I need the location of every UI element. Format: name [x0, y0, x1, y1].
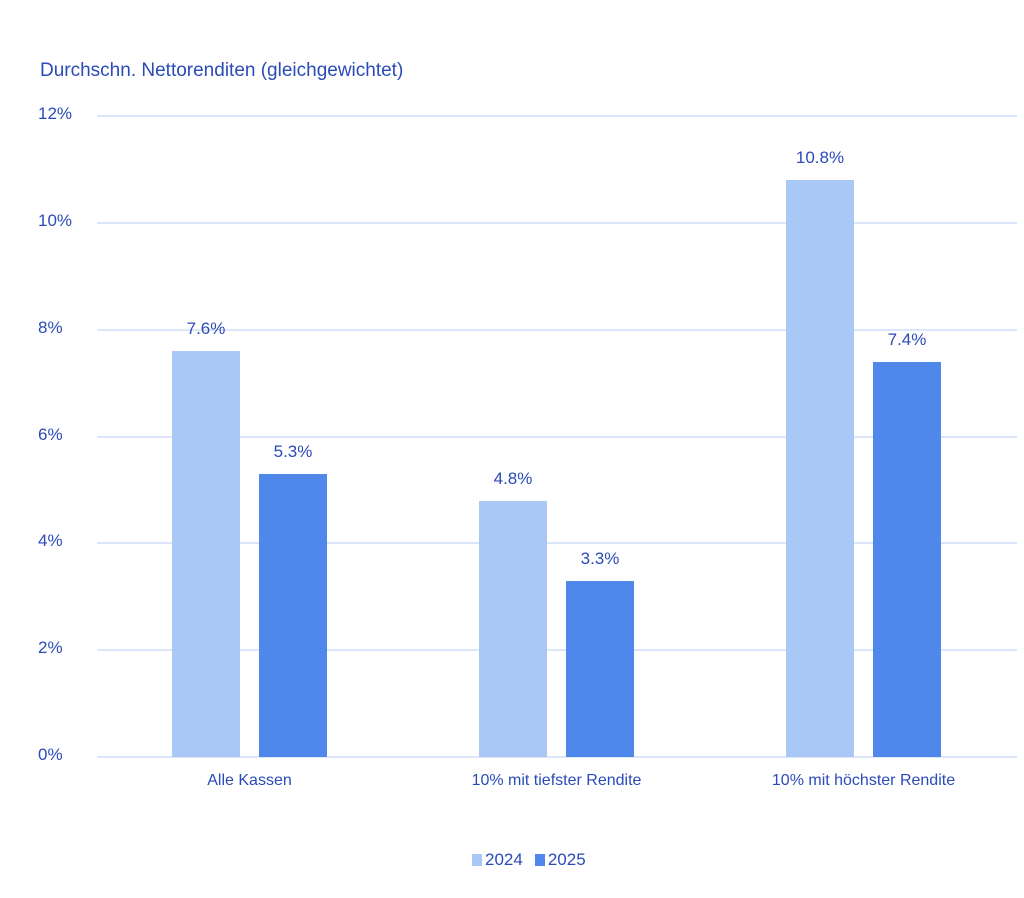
- bar-2025: [873, 361, 941, 757]
- value-label: 7.6%: [186, 319, 226, 339]
- y-tick-label: 0%: [38, 745, 63, 764]
- bar-2024: [172, 351, 240, 757]
- y-tick-label: 4%: [38, 531, 63, 551]
- value-label: 3.3%: [580, 548, 620, 568]
- bar-2024: [479, 500, 547, 757]
- bar-2024: [786, 180, 854, 757]
- y-tick-label: 2%: [38, 638, 63, 658]
- legend-item-2025: 2025: [534, 850, 586, 870]
- value-label: 5.3%: [273, 441, 313, 461]
- x-tick-label: Alle Kassen: [207, 772, 292, 789]
- legend-swatch-2024-icon: [472, 854, 482, 866]
- gridline: [97, 649, 1017, 652]
- gridline: [97, 115, 1017, 117]
- gridline: [97, 328, 1017, 331]
- y-tick-label: 6%: [38, 424, 63, 444]
- gridline: [97, 221, 1017, 224]
- value-label: 4.8%: [493, 468, 533, 488]
- legend-label: 2025: [547, 850, 586, 869]
- gridline: [97, 756, 1017, 758]
- gridline: [97, 435, 1017, 438]
- chart-title: Durchschn. Nettorenditen (gleichgewichte…: [40, 60, 404, 81]
- legend-item-2024: 2024: [472, 850, 523, 870]
- gridline: [97, 542, 1017, 545]
- x-tick-label: 10% mit tiefster Rendite: [471, 772, 642, 789]
- x-tick-label: 10% mit höchster Rendite: [771, 772, 956, 789]
- value-label: 7.4%: [887, 329, 927, 349]
- y-tick-label: 8%: [38, 317, 63, 337]
- y-tick-label: 12%: [38, 104, 73, 123]
- legend-label: 2024: [485, 850, 523, 869]
- bar-2025: [566, 580, 634, 757]
- value-label: 10.8%: [795, 148, 845, 168]
- legend: 2024 2025: [472, 850, 592, 870]
- y-tick-label: 10%: [38, 210, 73, 230]
- legend-swatch-2025-icon: [534, 854, 545, 866]
- bar-2025: [259, 473, 327, 757]
